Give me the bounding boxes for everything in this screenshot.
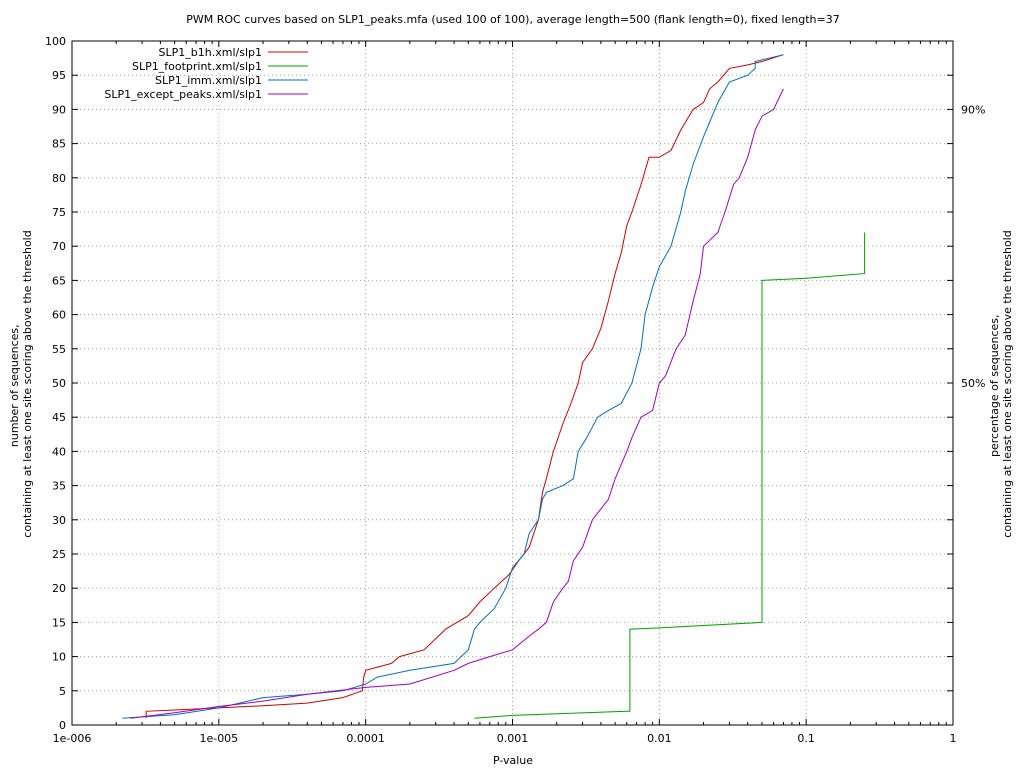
series-line-2 bbox=[474, 232, 866, 719]
legend-label: SLP1_except_peaks.xml/slp1 bbox=[104, 88, 262, 101]
y-tick-label: 20 bbox=[52, 582, 66, 595]
y2-axis-label-line-1: percentage of sequences, bbox=[988, 315, 1001, 457]
y-tick-label: 45 bbox=[52, 411, 66, 424]
y-tick-label: 100 bbox=[45, 35, 66, 48]
y-tick-label: 95 bbox=[52, 69, 66, 82]
y-tick-label: 85 bbox=[52, 138, 66, 151]
y-tick-label: 70 bbox=[52, 240, 66, 253]
y-tick-label: 0 bbox=[59, 719, 66, 732]
y-tick-label: 65 bbox=[52, 274, 66, 287]
x-axis-label: P-value bbox=[493, 754, 533, 767]
y-tick-label: 25 bbox=[52, 548, 66, 561]
x-tick-label: 0.01 bbox=[647, 732, 672, 745]
y-tick-label: 15 bbox=[52, 616, 66, 629]
x-tick-label: 1e-005 bbox=[199, 732, 238, 745]
y-tick-label: 40 bbox=[52, 445, 66, 458]
y2-tick-label: 90% bbox=[961, 103, 985, 116]
y-tick-label: 30 bbox=[52, 514, 66, 527]
series-line-4 bbox=[130, 88, 784, 719]
y2-axis-label-line-2: containing at least one site scoring abo… bbox=[1001, 230, 1014, 537]
y-tick-label: 90 bbox=[52, 103, 66, 116]
y-tick-label: 35 bbox=[52, 480, 66, 493]
y-tick-label: 75 bbox=[52, 206, 66, 219]
series-layer bbox=[122, 54, 866, 719]
y-axis-label: number of sequences, containing at least… bbox=[8, 230, 34, 537]
y-tick-label: 80 bbox=[52, 172, 66, 185]
y-tick-label: 5 bbox=[59, 685, 66, 698]
chart-title: PWM ROC curves based on SLP1_peaks.mfa (… bbox=[186, 13, 839, 26]
x-tick-label: 1e-006 bbox=[53, 732, 92, 745]
y2-tick-label: 50% bbox=[961, 377, 985, 390]
x-tick-label: 1 bbox=[950, 732, 957, 745]
legend-label: SLP1_b1h.xml/slp1 bbox=[159, 46, 262, 59]
y2-axis-label: percentage of sequences, containing at l… bbox=[988, 230, 1014, 537]
y-tick-label: 55 bbox=[52, 343, 66, 356]
legend-label: SLP1_footprint.xml/slp1 bbox=[132, 60, 262, 73]
series-line-3 bbox=[122, 54, 784, 719]
legend: SLP1_b1h.xml/slp1SLP1_footprint.xml/slp1… bbox=[104, 46, 308, 101]
x-tick-label: 0.1 bbox=[797, 732, 815, 745]
grid bbox=[72, 41, 953, 725]
legend-label: SLP1_imm.xml/slp1 bbox=[155, 74, 262, 87]
y-axis-label-line-1: number of sequences, bbox=[8, 324, 21, 447]
series-line-1 bbox=[145, 54, 784, 719]
axis-ticks: 0510152025303540455055606570758085909510… bbox=[45, 35, 985, 745]
y-tick-label: 60 bbox=[52, 309, 66, 322]
y-axis-label-line-2: containing at least one site scoring abo… bbox=[21, 230, 34, 537]
x-tick-label: 0.001 bbox=[497, 732, 529, 745]
y-tick-label: 10 bbox=[52, 651, 66, 664]
x-tick-label: 0.0001 bbox=[346, 732, 385, 745]
y-tick-label: 50 bbox=[52, 377, 66, 390]
